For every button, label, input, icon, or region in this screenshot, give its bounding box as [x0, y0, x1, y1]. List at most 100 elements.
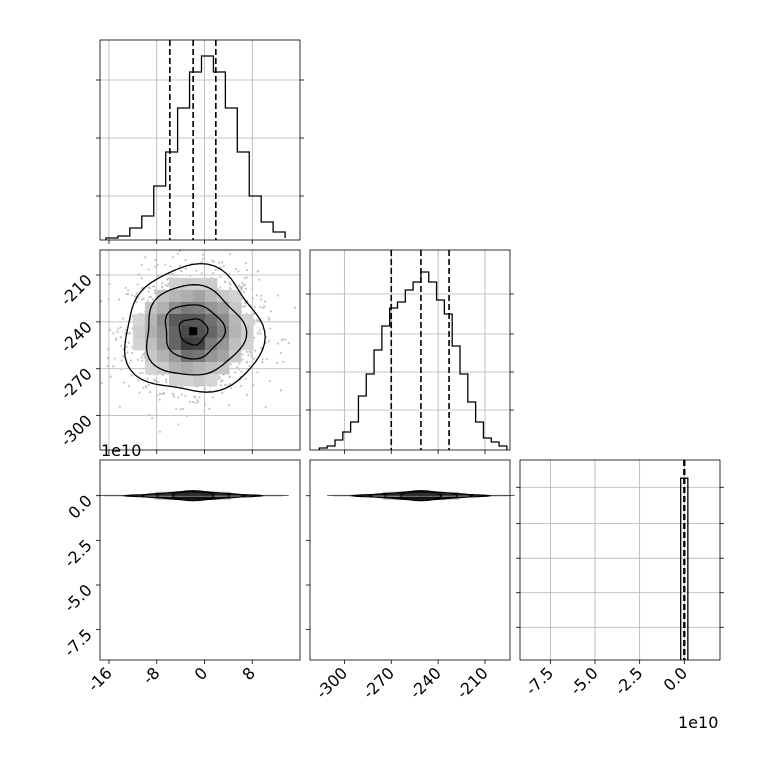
x-tick-label: 0.0 [660, 663, 691, 694]
y-tick-label: -270 [57, 364, 96, 403]
scatter-point [240, 370, 243, 374]
scatter-point [189, 274, 192, 277]
scatter-point [244, 304, 247, 308]
scatter-point [267, 316, 270, 319]
scatter-point [147, 383, 150, 387]
density-cell [168, 289, 182, 303]
scatter-point [228, 253, 232, 256]
scatter-point [234, 371, 237, 374]
scatter-point [245, 361, 249, 364]
scatter-point [107, 297, 110, 301]
y-tick-label: 0.0 [64, 491, 95, 522]
density-cell [168, 313, 182, 327]
density-cell [144, 349, 158, 363]
scatter-point [219, 286, 222, 289]
density-cell [216, 349, 230, 363]
scatter-point [171, 392, 174, 395]
scatter-point [279, 351, 282, 354]
density-cell [204, 313, 218, 327]
scatter-point [141, 371, 144, 374]
scatter-point [220, 261, 224, 264]
scatter-point [165, 378, 168, 381]
density-cell [180, 289, 194, 303]
scatter-point [256, 270, 259, 273]
x-tick-label: -2.5 [611, 663, 647, 699]
x-tick-label: -210 [453, 663, 492, 702]
scatter-point [228, 281, 231, 284]
scatter-point [256, 318, 259, 322]
scatter-point [268, 318, 271, 321]
density-cell [168, 373, 182, 387]
scatter-point [126, 351, 129, 354]
x-tick-label: -8 [139, 663, 164, 688]
scatter-point [238, 362, 241, 365]
scatter-point [138, 391, 141, 394]
scatter-point [254, 349, 257, 352]
scatter-point [194, 401, 197, 405]
scatter-point [224, 280, 227, 283]
scatter-point [229, 363, 232, 366]
panel-frame [309, 249, 511, 451]
scatter-point [267, 340, 270, 343]
scatter-point [236, 366, 239, 369]
scatter-point [196, 400, 199, 404]
scatter-point [160, 392, 164, 395]
x-tick-label: -300 [312, 663, 351, 702]
density-cell [144, 361, 158, 375]
scatter-point [218, 261, 221, 264]
scatter-point [251, 287, 254, 290]
scatter-point [144, 385, 147, 388]
scatter-point [141, 298, 144, 301]
x-tick-label: -5.0 [566, 663, 602, 699]
scatter-point [113, 357, 116, 360]
scatter-point [241, 281, 244, 284]
scatter-point [241, 353, 244, 356]
scatter-point [158, 392, 162, 395]
scatter-point [177, 396, 180, 399]
scatter-point [253, 312, 256, 315]
scatter-point [154, 258, 157, 261]
scatter-point [259, 332, 262, 335]
density-cell [156, 313, 170, 327]
scatter-point [153, 292, 156, 295]
scatter-point [141, 359, 144, 362]
scatter-point [195, 269, 198, 273]
scatter-point [222, 265, 225, 268]
scatter-point [162, 391, 165, 394]
y-tick-label: -240 [57, 317, 96, 356]
x-tick-label: -16 [84, 663, 116, 695]
scatter-point [164, 284, 167, 287]
density-cell [180, 301, 194, 315]
contour-line [164, 304, 227, 360]
density-cell [192, 373, 206, 387]
scatter-point [220, 244, 222, 246]
scatter-point [229, 387, 233, 390]
density-cell [180, 349, 194, 363]
scatter-point [252, 322, 256, 325]
density-cell [144, 325, 158, 339]
scatter-point [176, 274, 179, 277]
scatter-point [276, 361, 279, 365]
scatter-point [179, 264, 182, 267]
scatter-point [151, 285, 155, 288]
scatter-point [276, 342, 279, 345]
x-tick-label: 8 [238, 663, 259, 684]
scatter-point [237, 270, 240, 273]
scatter-point [276, 294, 279, 297]
density-cell [228, 301, 242, 315]
scatter-point [287, 342, 290, 345]
scatter-point [245, 276, 248, 279]
y-tick-label: -300 [57, 411, 96, 450]
density-cell [204, 337, 218, 351]
density-cell [156, 349, 170, 363]
scatter-point [158, 430, 162, 433]
scatter-point [153, 378, 156, 381]
panel-hist2d-3-1: -16 -8 0 8 0.0 -2.5 -5.0 -7.5 [60, 459, 301, 695]
scatter-point [147, 268, 150, 271]
panel-hist-3: -7.5 -5.0 -2.5 0.0 [516, 459, 724, 699]
scatter-point [227, 273, 231, 276]
scatter-point [256, 331, 260, 335]
scatter-point [147, 413, 151, 416]
scatter-point [121, 355, 125, 358]
scatter-point [106, 356, 109, 360]
